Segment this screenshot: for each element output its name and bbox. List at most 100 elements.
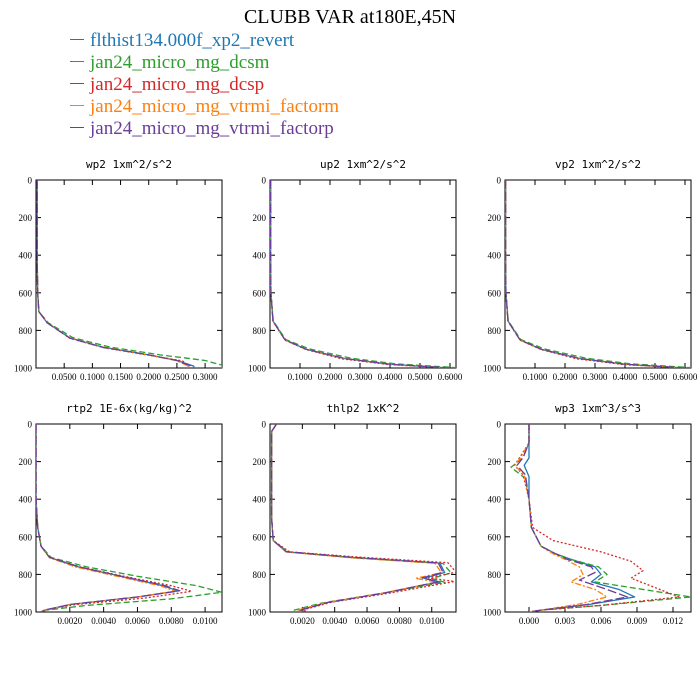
x-tick-label: 0.1000	[288, 372, 313, 382]
x-tick-label: 0.0080	[387, 616, 412, 626]
y-tick-label: 400	[253, 495, 267, 505]
series-line	[513, 424, 608, 612]
y-tick-label: 0	[28, 176, 33, 186]
panel-title: wp3 1xm^3/s^3	[555, 402, 641, 415]
y-tick-label: 0	[262, 176, 267, 186]
series-line	[505, 180, 686, 368]
x-tick-label: 0.3000	[348, 372, 373, 382]
x-tick-label: 0.0500	[52, 372, 77, 382]
y-tick-label: 800	[253, 570, 267, 580]
legend-swatch	[70, 83, 84, 85]
x-tick-label: 0.3000	[583, 372, 608, 382]
series-line	[36, 180, 222, 368]
y-tick-label: 1000	[483, 364, 502, 374]
series-line	[36, 180, 189, 368]
series-line	[36, 180, 189, 368]
y-tick-label: 600	[488, 532, 502, 542]
x-tick-label: 0.1000	[523, 372, 548, 382]
series-line	[36, 424, 222, 612]
x-tick-label: 0.5000	[408, 372, 433, 382]
panel-title: vp2 1xm^2/s^2	[555, 158, 641, 171]
series-line	[36, 424, 176, 612]
x-tick-label: 0.1000	[80, 372, 105, 382]
series-line	[516, 424, 629, 612]
series-line	[36, 424, 181, 612]
x-tick-label: 0.003	[555, 616, 576, 626]
x-tick-label: 0.2500	[165, 372, 190, 382]
legend: flthist134.000f_xp2_revert jan24_micro_m…	[70, 30, 339, 140]
y-tick-label: 800	[488, 570, 502, 580]
series-line	[270, 180, 451, 368]
plot-frame	[35, 179, 223, 369]
panel-title: wp2 1xm^2/s^2	[86, 158, 172, 171]
chart-panel: thlp2 1xK^2 0 200 400 600 800 1000 0.0020 0.0040…	[248, 402, 457, 626]
y-tick-label: 600	[488, 288, 502, 298]
legend-label: jan24_micro_mg_vtrmi_factorm	[90, 96, 340, 117]
y-tick-label: 600	[253, 532, 267, 542]
legend-swatch	[70, 105, 84, 107]
y-tick-label: 0	[497, 420, 502, 430]
series-group	[36, 180, 222, 368]
y-tick-label: 0	[28, 420, 33, 430]
y-tick-label: 0	[262, 420, 267, 430]
series-line	[270, 180, 451, 368]
x-tick-label: 0.4000	[613, 372, 638, 382]
plot-frame	[269, 179, 457, 369]
x-tick-label: 0.0100	[419, 616, 444, 626]
x-tick-label: 0.0080	[159, 616, 184, 626]
x-tick-label: 0.006	[591, 616, 612, 626]
legend-swatch	[70, 61, 84, 63]
series-line	[513, 424, 680, 612]
y-tick-label: 400	[488, 495, 502, 505]
legend-item: jan24_micro_mg_dcsm	[70, 52, 339, 74]
plot-frame	[504, 179, 692, 369]
plot-frame	[35, 423, 223, 613]
panel-title: up2 1xm^2/s^2	[320, 158, 406, 171]
chart-panel: up2 1xm^2/s^2 0 200 400 600 800 1000 0.1000 0.20…	[248, 158, 463, 382]
y-tick-label: 800	[19, 326, 33, 336]
series-line	[270, 180, 448, 368]
series-group	[270, 180, 456, 368]
legend-item: jan24_micro_mg_vtrmi_factorp	[70, 118, 339, 140]
x-tick-label: 0.0040	[91, 616, 116, 626]
x-tick-label: 0.6000	[438, 372, 463, 382]
series-line	[36, 180, 192, 368]
legend-item: jan24_micro_mg_vtrmi_factorm	[70, 96, 339, 118]
y-tick-label: 800	[488, 326, 502, 336]
series-line	[36, 424, 193, 612]
y-tick-label: 400	[19, 495, 33, 505]
chart-panel: rtp2 1E-6x(kg/kg)^2 0 200 400 600 800 1000 0.00…	[14, 402, 223, 626]
legend-swatch	[70, 127, 84, 129]
legend-label: jan24_micro_mg_dcsp	[90, 74, 265, 95]
x-tick-label: 0.6000	[673, 372, 698, 382]
series-line	[505, 180, 683, 368]
y-tick-label: 200	[488, 213, 502, 223]
series-group	[510, 424, 691, 612]
x-tick-label: 0.2000	[318, 372, 343, 382]
x-tick-label: 0.3000	[193, 372, 218, 382]
panel-title: thlp2 1xK^2	[327, 402, 400, 415]
y-tick-label: 0	[497, 176, 502, 186]
x-tick-label: 0.2000	[553, 372, 578, 382]
chart-panel: wp2 1xm^2/s^2 0 200 400 600 800 1000 0.0500 0.10…	[14, 158, 223, 382]
y-tick-label: 200	[253, 213, 267, 223]
chart-panel: vp2 1xm^2/s^2 0 200 400 600 800 1000 0.1000 0.20…	[483, 158, 698, 382]
series-line	[270, 424, 452, 612]
figure-title: CLUBB VAR at180E,45N	[243, 6, 457, 28]
series-group	[505, 180, 691, 368]
y-tick-label: 200	[253, 457, 267, 467]
legend-item: flthist134.000f_xp2_revert	[70, 30, 339, 52]
legend-label: flthist134.000f_xp2_revert	[90, 30, 295, 51]
x-tick-label: 0.2000	[136, 372, 161, 382]
series-line	[510, 424, 691, 612]
x-tick-label: 0.0060	[355, 616, 380, 626]
x-tick-label: 0.0020	[57, 616, 82, 626]
y-tick-label: 600	[19, 288, 33, 298]
series-group	[270, 424, 456, 612]
plot-frame	[269, 423, 457, 613]
x-tick-label: 0.0100	[193, 616, 218, 626]
x-tick-label: 0.009	[627, 616, 648, 626]
series-line	[270, 180, 456, 368]
y-tick-label: 600	[19, 532, 33, 542]
x-tick-label: 0.0040	[322, 616, 347, 626]
